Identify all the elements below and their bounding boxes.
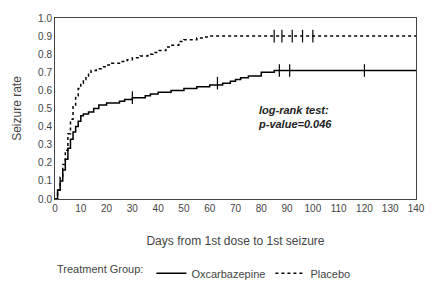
svg-text:0.8: 0.8: [38, 49, 52, 60]
svg-text:80: 80: [256, 203, 268, 214]
svg-text:0.9: 0.9: [38, 31, 52, 42]
svg-text:0: 0: [52, 203, 58, 214]
svg-text:50: 50: [178, 203, 190, 214]
svg-text:0.1: 0.1: [38, 175, 52, 186]
svg-text:0.5: 0.5: [38, 103, 52, 114]
svg-text:0.2: 0.2: [38, 157, 52, 168]
svg-text:Placebo: Placebo: [310, 268, 350, 280]
svg-text:110: 110: [331, 203, 347, 214]
svg-text:1.0: 1.0: [38, 13, 52, 24]
svg-text:120: 120: [356, 203, 373, 214]
svg-text:log-rank test:p-value=0.046: log-rank test:p-value=0.046: [258, 104, 332, 130]
svg-text:40: 40: [153, 203, 165, 214]
svg-text:Days from 1st dose to 1st seiz: Days from 1st dose to 1st seizure: [146, 234, 324, 248]
svg-text:Oxcarbazepine: Oxcarbazepine: [191, 268, 265, 280]
svg-text:60: 60: [204, 203, 216, 214]
svg-text:0.7: 0.7: [38, 67, 52, 78]
svg-text:30: 30: [127, 203, 139, 214]
svg-text:0.4: 0.4: [38, 121, 52, 132]
svg-text:0.3: 0.3: [38, 139, 52, 150]
svg-text:0.6: 0.6: [38, 85, 52, 96]
svg-text:90: 90: [282, 203, 294, 214]
svg-text:70: 70: [230, 203, 242, 214]
svg-text:10: 10: [75, 203, 87, 214]
svg-text:130: 130: [382, 203, 399, 214]
svg-text:Seizure rate: Seizure rate: [10, 76, 24, 141]
svg-text:100: 100: [305, 203, 322, 214]
svg-text:0.0: 0.0: [38, 194, 52, 205]
svg-text:20: 20: [101, 203, 113, 214]
svg-text:140: 140: [408, 203, 425, 214]
svg-text:Treatment Group:: Treatment Group:: [57, 263, 143, 275]
